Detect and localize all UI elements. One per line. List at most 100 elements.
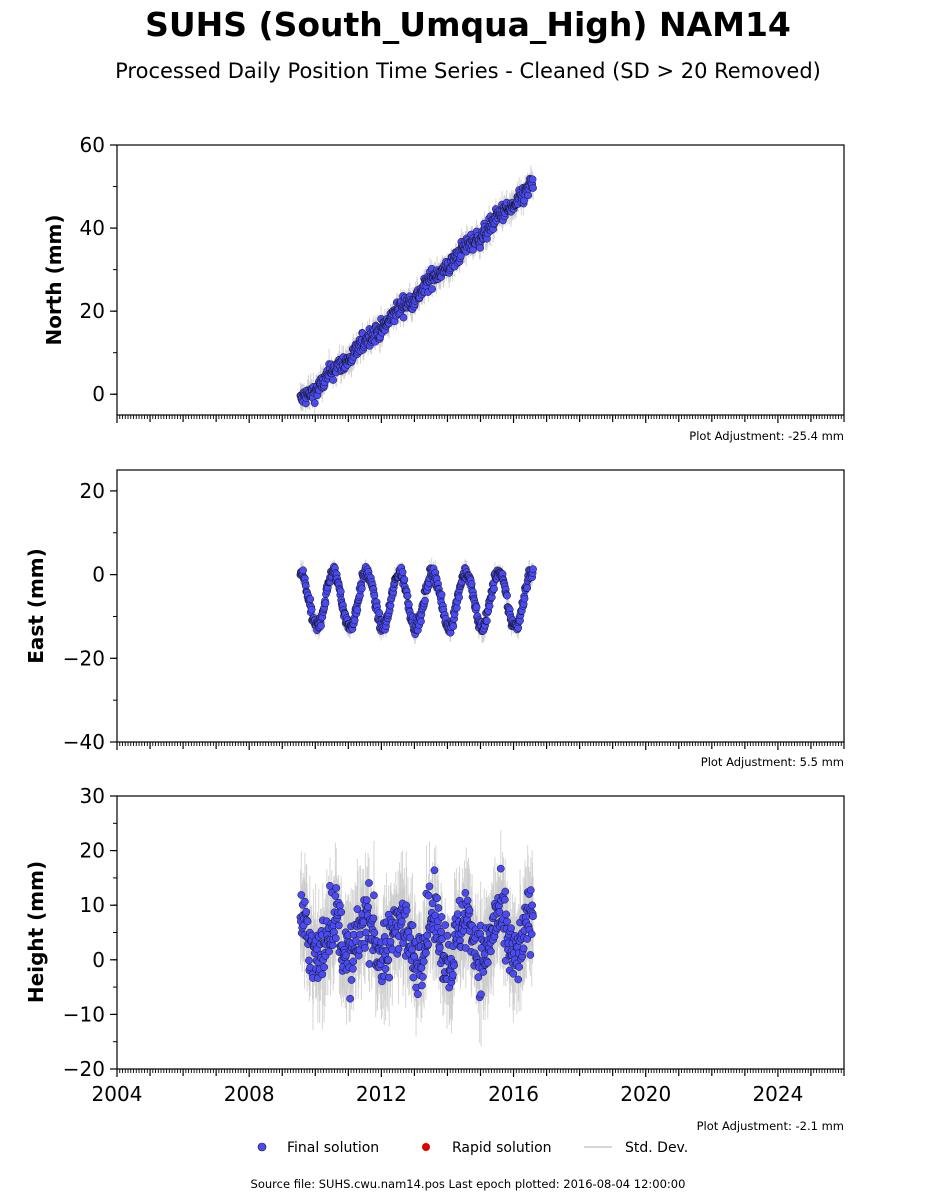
final-solution-point — [430, 866, 439, 875]
final-solution-point — [299, 566, 307, 575]
final-solution-point — [320, 963, 329, 971]
final-solution-point — [528, 901, 536, 910]
legend-rapid-label: Rapid solution — [452, 1140, 552, 1156]
final-solution-point — [409, 973, 418, 982]
final-solution-point — [386, 937, 395, 946]
final-solution-point — [461, 944, 470, 952]
y-tick-label: −20 — [63, 646, 105, 670]
final-solution-point — [496, 864, 505, 873]
height-plot-adjustment: Plot Adjustment: -2.1 mm — [697, 1119, 844, 1133]
final-solution-point — [302, 907, 311, 916]
final-solution-point — [526, 886, 535, 894]
final-solution-point — [483, 958, 492, 967]
final-solution-point — [365, 879, 373, 887]
y-tick-label: 20 — [80, 299, 105, 323]
east-panel: 20 0 −20 −40 East (mm) Plot Adjustment: 5.5… — [24, 469, 845, 769]
final-solution-point — [437, 590, 446, 599]
y-tick-label: 40 — [80, 216, 105, 240]
final-solution-point — [448, 970, 457, 979]
final-solution-point — [465, 906, 474, 915]
final-solution-point — [472, 603, 481, 612]
final-solution-point — [421, 596, 429, 605]
final-solution-point — [495, 907, 504, 916]
final-solution-point — [413, 990, 422, 999]
final-solution-point — [428, 285, 437, 293]
final-solution-point — [509, 969, 518, 978]
final-solution-point — [336, 587, 345, 596]
y-tick-label: 0 — [92, 382, 105, 406]
north-x-ticks — [116, 415, 845, 423]
final-solution-point — [402, 906, 411, 915]
final-solution-point — [479, 968, 488, 976]
legend: Final solution Rapid solution Std. Dev. — [257, 1140, 688, 1156]
north-y-axis-label: North (mm) — [42, 214, 66, 345]
final-solution-point — [398, 568, 407, 576]
final-solution-point — [394, 945, 403, 953]
final-solution-point — [463, 896, 472, 905]
final-solution-point — [529, 565, 537, 573]
final-solution-point — [437, 927, 446, 936]
final-solution-point — [337, 908, 346, 917]
final-solution-point — [434, 904, 443, 912]
final-solution-point — [422, 949, 430, 957]
final-solution-point — [437, 913, 446, 921]
final-solution-point — [526, 951, 535, 959]
y-tick-label: 10 — [80, 893, 105, 917]
final-solution-point — [403, 591, 412, 600]
final-solution-point — [477, 990, 485, 999]
y-tick-label: −10 — [63, 1002, 105, 1026]
legend-final-marker — [257, 1142, 267, 1152]
final-solution-point — [362, 896, 371, 904]
east-plot-adjustment: Plot Adjustment: 5.5 mm — [701, 755, 844, 769]
final-solution-point — [529, 184, 537, 192]
final-solution-point — [303, 917, 312, 926]
final-solution-point — [503, 591, 511, 600]
final-solution-point — [353, 905, 362, 913]
final-solution-point — [450, 961, 459, 970]
final-solution-point — [369, 914, 378, 923]
final-solution-point — [476, 243, 484, 252]
east-points — [296, 562, 537, 639]
legend-final-label: Final solution — [287, 1140, 379, 1156]
final-solution-point — [301, 897, 309, 906]
final-solution-point — [527, 930, 536, 938]
chart-subtitle: Processed Daily Position Time Series - C… — [115, 59, 821, 83]
final-solution-point — [502, 910, 510, 919]
y-tick-label: 0 — [92, 948, 105, 972]
final-solution-point — [474, 973, 483, 982]
height-x-ticks — [116, 1069, 845, 1077]
final-solution-point — [399, 313, 408, 322]
final-solution-point — [381, 964, 390, 973]
x-tick-label: 2020 — [620, 1082, 671, 1106]
chart-title: SUHS (South_Umqua_High) NAM14 — [145, 5, 791, 44]
y-tick-label: 60 — [80, 133, 105, 157]
final-solution-point — [335, 901, 344, 910]
final-solution-point — [307, 605, 316, 614]
height-y-ticks: 30 20 10 0 −10 −20 — [63, 784, 117, 1081]
final-solution-point — [325, 947, 333, 956]
final-solution-point — [397, 917, 406, 926]
x-tick-label: 2008 — [224, 1082, 275, 1106]
north-plot-adjustment: Plot Adjustment: -25.4 mm — [689, 429, 844, 443]
final-solution-point — [385, 973, 394, 982]
final-solution-point — [347, 976, 356, 984]
final-solution-point — [433, 894, 441, 902]
final-solution-point — [364, 903, 372, 911]
final-solution-point — [425, 882, 434, 891]
y-tick-label: 30 — [80, 784, 105, 808]
final-solution-point — [528, 175, 537, 184]
final-solution-point — [406, 933, 415, 942]
final-solution-point — [523, 935, 532, 943]
final-solution-point — [529, 912, 537, 921]
final-solution-point — [435, 943, 444, 952]
final-solution-point — [519, 944, 528, 953]
east-x-ticks — [116, 742, 845, 750]
final-solution-point — [428, 899, 437, 908]
final-solution-point — [332, 884, 341, 892]
height-y-axis-label: Height (mm) — [24, 861, 48, 1003]
final-solution-point — [449, 622, 458, 631]
final-solution-point — [297, 891, 306, 899]
final-solution-point — [523, 584, 532, 592]
final-solution-point — [490, 584, 498, 593]
final-solution-point — [501, 887, 510, 896]
